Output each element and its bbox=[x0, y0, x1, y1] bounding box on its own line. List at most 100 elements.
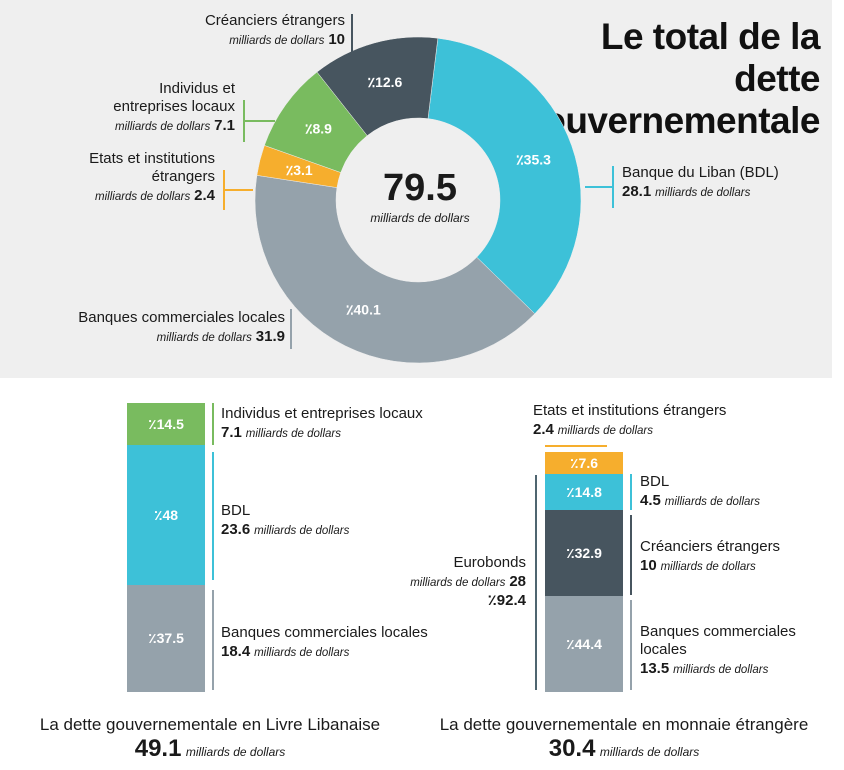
label-bdl-value: 28.1 bbox=[622, 183, 652, 200]
lbp-bar-individus-pct: ٪14.5 bbox=[148, 415, 184, 432]
label-creanciers-name: Créanciers étrangers bbox=[204, 12, 345, 29]
label-individus-name-1: Individus et bbox=[159, 80, 235, 97]
donut-slice-banques bbox=[254, 175, 536, 364]
fx-label-eurobonds: Eurobonds milliards de dollars 28 ٪92.4 bbox=[330, 554, 526, 610]
fx-label-banques: Banques commerciales locales 13.5 millia… bbox=[640, 623, 844, 679]
lbp-footer-total-unit: milliards de dollars bbox=[185, 745, 286, 759]
chart-title: Le total de la dette gouvernementale bbox=[521, 16, 820, 141]
label-creanciers: Créanciers étrangers milliards de dollar… bbox=[110, 12, 345, 50]
label-creanciers-value: 10 bbox=[328, 31, 345, 48]
donut-pct-banques: ٪40.1 bbox=[346, 302, 381, 318]
fx-bar-bdl-pct: ٪14.8 bbox=[566, 483, 602, 500]
fx-label-creanciers-unit: milliards de dollars bbox=[660, 561, 756, 573]
label-banques: Banques commerciales locales milliards d… bbox=[30, 309, 285, 347]
donut-slice-bdl bbox=[427, 37, 582, 315]
label-etats-name-2: étrangers bbox=[151, 168, 215, 185]
lbp-footer-total-value: 49.1 bbox=[134, 735, 182, 762]
label-bdl-name: Banque du Liban (BDL) bbox=[622, 164, 779, 181]
label-individus-name-2: entreprises locaux bbox=[113, 98, 235, 115]
label-creanciers-unit: milliards de dollars bbox=[229, 35, 325, 47]
lbp-label-bdl-name: BDL bbox=[221, 502, 251, 519]
label-etats: Etats et institutions étrangers milliard… bbox=[20, 150, 215, 206]
total-debt-donut: ٪35.3 ٪40.1 ٪3.1 ٪8.9 ٪12.6 bbox=[254, 36, 582, 364]
label-individus-unit: milliards de dollars bbox=[115, 121, 211, 133]
lbp-label-individus-name: Individus et entreprises locaux bbox=[221, 405, 423, 422]
lbp-label-bdl-unit: milliards de dollars bbox=[254, 525, 350, 537]
donut-pct-creanciers: ٪12.6 bbox=[368, 74, 403, 90]
leader-bdl-h bbox=[585, 186, 613, 188]
fx-label-bdl-name: BDL bbox=[640, 473, 670, 490]
donut-center-total: 79.5 bbox=[383, 167, 457, 209]
label-etats-name-1: Etats et institutions bbox=[89, 150, 215, 167]
label-banques-value: 31.9 bbox=[255, 328, 285, 345]
lbp-label-individus: Individus et entreprises locaux 7.1 mill… bbox=[221, 405, 461, 443]
fx-leader-banques bbox=[630, 600, 632, 690]
lbp-footer-total: 49.1 milliards de dollars bbox=[10, 735, 410, 763]
leader-creanciers bbox=[351, 14, 353, 54]
lbp-bar-banques: ٪37.5 bbox=[127, 585, 205, 692]
fx-label-etats-value: 2.4 bbox=[533, 421, 554, 438]
fx-bar-creanciers: ٪32.9 bbox=[545, 510, 623, 596]
label-etats-unit: milliards de dollars bbox=[95, 191, 191, 203]
fx-footer-total-value: 30.4 bbox=[548, 735, 596, 762]
fx-label-etats: Etats et institutions étrangers 2.4 mill… bbox=[533, 402, 793, 440]
leader-individus-h bbox=[243, 120, 275, 122]
label-individus: Individus et entreprises locaux milliard… bbox=[40, 80, 235, 136]
label-bdl: Banque du Liban (BDL) 28.1 milliards de … bbox=[622, 164, 837, 202]
fx-leader-eurobonds bbox=[535, 475, 537, 690]
label-individus-value: 7.1 bbox=[214, 117, 235, 134]
fx-label-eurobonds-name: Eurobonds bbox=[453, 554, 526, 571]
lbp-label-individus-unit: milliards de dollars bbox=[245, 428, 341, 440]
donut-pct-individus: ٪8.9 bbox=[305, 121, 332, 137]
lbp-leader-banques bbox=[212, 590, 214, 690]
fx-bar-creanciers-pct: ٪32.9 bbox=[566, 544, 602, 561]
fx-label-etats-name: Etats et institutions étrangers bbox=[533, 402, 727, 419]
lbp-label-individus-value: 7.1 bbox=[221, 424, 242, 441]
lbp-leader-individus bbox=[212, 403, 214, 445]
fx-bar-etats: ٪7.6 bbox=[545, 452, 623, 474]
fx-leader-etats bbox=[545, 445, 607, 447]
fx-footer-total-unit: milliards de dollars bbox=[599, 745, 700, 759]
lbp-label-bdl: BDL 23.6 milliards de dollars bbox=[221, 502, 441, 540]
lbp-footer-title: La dette gouvernementale en Livre Libana… bbox=[39, 715, 381, 734]
fx-leader-creanciers bbox=[630, 515, 632, 595]
fx-label-bdl-value: 4.5 bbox=[640, 492, 661, 509]
lbp-bar-bdl: ٪48 bbox=[127, 445, 205, 585]
fx-footer-title: La dette gouvernementale en monnaie étra… bbox=[439, 715, 809, 734]
donut-center-unit: milliards de dollars bbox=[370, 211, 470, 225]
fx-label-eurobonds-value: 28 bbox=[509, 573, 526, 590]
fx-leader-bdl bbox=[630, 474, 632, 510]
fx-bar-etats-pct: ٪7.6 bbox=[569, 454, 598, 471]
fx-label-creanciers-name: Créanciers étrangers bbox=[640, 538, 781, 555]
label-bdl-unit: milliards de dollars bbox=[655, 187, 751, 199]
fx-label-banques-unit: milliards de dollars bbox=[673, 664, 769, 676]
leader-banques bbox=[290, 309, 292, 349]
lbp-label-bdl-value: 23.6 bbox=[221, 521, 251, 538]
fx-label-bdl-unit: milliards de dollars bbox=[664, 496, 760, 508]
fx-label-banques-name: Banques commerciales locales bbox=[640, 623, 796, 658]
fx-label-bdl: BDL 4.5 milliards de dollars bbox=[640, 473, 840, 511]
lbp-label-banques-name: Banques commerciales locales bbox=[221, 624, 428, 641]
donut-pct-etats: ٪3.1 bbox=[286, 162, 313, 178]
label-banques-name: Banques commerciales locales bbox=[78, 309, 285, 326]
donut-slice-creanciers bbox=[316, 36, 439, 136]
lbp-label-banques: Banques commerciales locales 18.4 millia… bbox=[221, 624, 461, 662]
lbp-bar-bdl-pct: ٪48 bbox=[153, 506, 179, 523]
lbp-bar-banques-pct: ٪37.5 bbox=[148, 630, 184, 646]
fx-bar-banques-pct: ٪44.4 bbox=[566, 635, 602, 652]
fx-footer-total: 30.4 milliards de dollars bbox=[414, 735, 834, 763]
fx-label-eurobonds-pct: ٪92.4 bbox=[487, 592, 526, 609]
fx-bar-bdl: ٪14.8 bbox=[545, 474, 623, 510]
leader-etats-h bbox=[223, 189, 253, 191]
lbp-leader-bdl bbox=[212, 452, 214, 580]
lbp-bar-individus: ٪14.5 bbox=[127, 403, 205, 445]
lbp-label-banques-value: 18.4 bbox=[221, 643, 251, 660]
fx-label-creanciers: Créanciers étrangers 10 milliards de dol… bbox=[640, 538, 840, 576]
fx-label-banques-value: 13.5 bbox=[640, 660, 670, 677]
label-etats-value: 2.4 bbox=[194, 187, 215, 204]
fx-label-eurobonds-unit: milliards de dollars bbox=[410, 577, 506, 589]
fx-label-etats-unit: milliards de dollars bbox=[557, 425, 653, 437]
donut-pct-bdl: ٪35.3 bbox=[516, 151, 551, 167]
fx-label-creanciers-value: 10 bbox=[640, 557, 657, 574]
fx-bar-banques: ٪44.4 bbox=[545, 596, 623, 692]
